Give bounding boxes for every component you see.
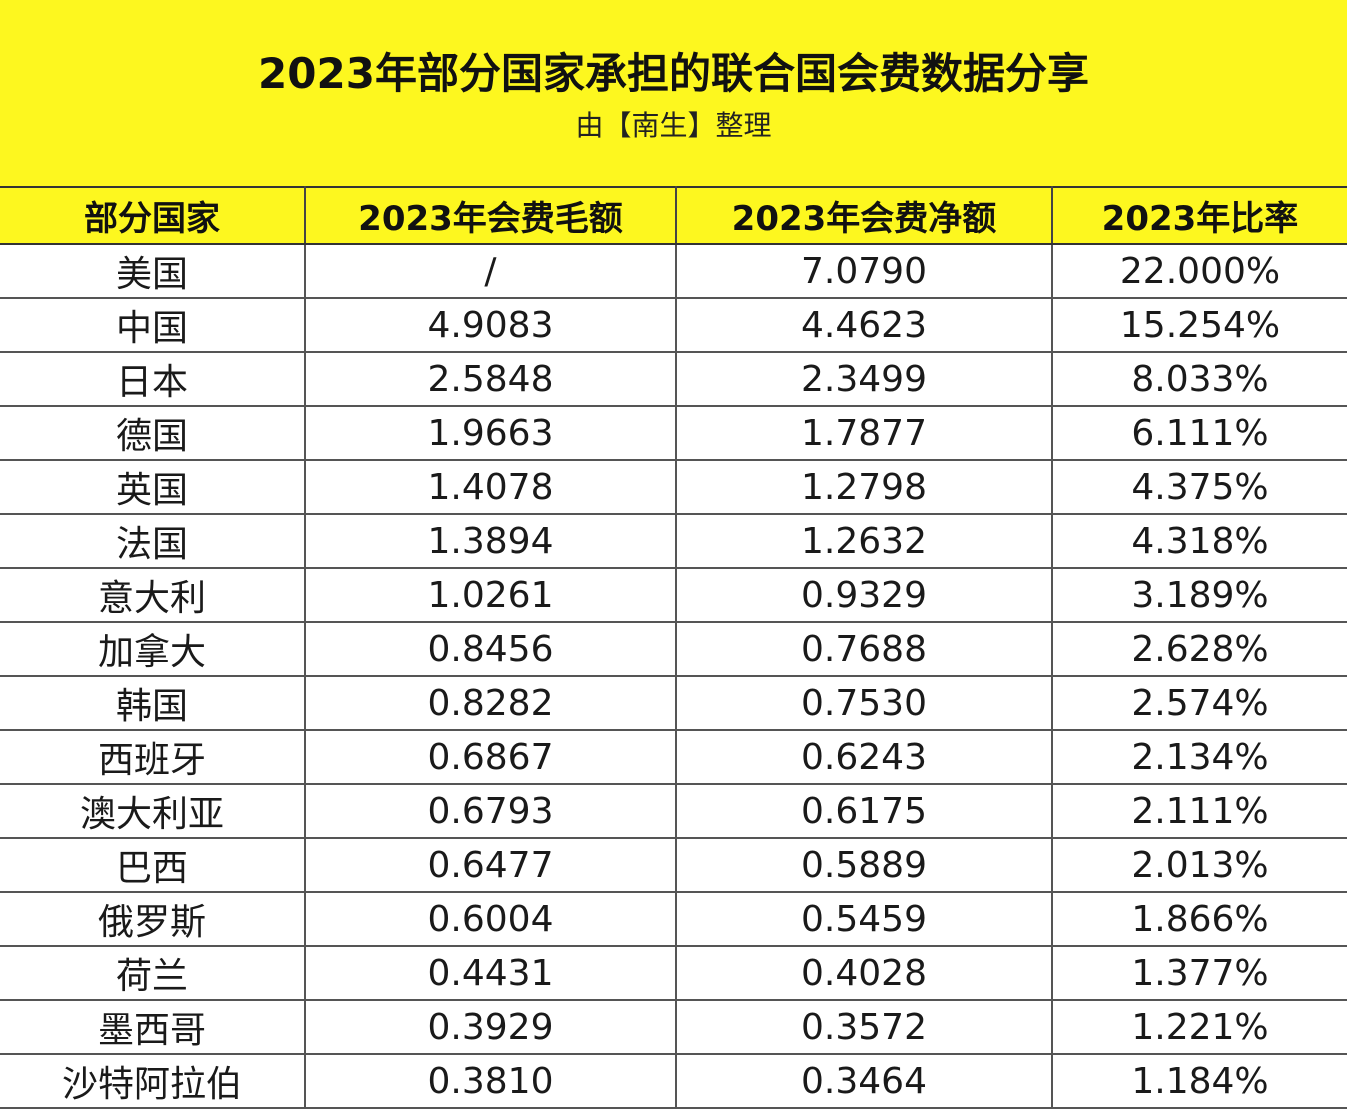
- cell-rate: 1.221%: [1052, 1000, 1347, 1055]
- cell-country: 意大利: [0, 568, 306, 623]
- table-row: 俄罗斯 0.6004 0.5459 1.866%: [0, 892, 1347, 947]
- cell-rate: 2.013%: [1052, 838, 1347, 893]
- cell-country: 墨西哥: [0, 1000, 306, 1055]
- cell-gross: 0.3810: [305, 1054, 677, 1109]
- cell-gross: /: [305, 244, 677, 299]
- table-row: 加拿大 0.8456 0.7688 2.628%: [0, 622, 1347, 677]
- cell-rate: 2.574%: [1052, 676, 1347, 731]
- table-row: 沙特阿拉伯 0.3810 0.3464 1.184%: [0, 1054, 1347, 1109]
- cell-net: 0.9329: [676, 568, 1053, 623]
- cell-rate: 2.628%: [1052, 622, 1347, 677]
- table-row: 韩国 0.8282 0.7530 2.574%: [0, 676, 1347, 731]
- cell-rate: 3.189%: [1052, 568, 1347, 623]
- cell-net: 0.5459: [676, 892, 1053, 947]
- column-header-net: 2023年会费净额: [676, 186, 1053, 245]
- cell-country: 沙特阿拉伯: [0, 1054, 306, 1109]
- cell-rate: 2.134%: [1052, 730, 1347, 785]
- cell-country: 英国: [0, 460, 306, 515]
- cell-rate: 15.254%: [1052, 298, 1347, 353]
- cell-net: 0.6175: [676, 784, 1053, 839]
- header-banner: 2023年部分国家承担的联合国会费数据分享 由【南生】整理: [0, 0, 1347, 186]
- cell-rate: 1.866%: [1052, 892, 1347, 947]
- table-row: 墨西哥 0.3929 0.3572 1.221%: [0, 1000, 1347, 1055]
- cell-net: 4.4623: [676, 298, 1053, 353]
- cell-net: 0.7688: [676, 622, 1053, 677]
- cell-gross: 1.4078: [305, 460, 677, 515]
- cell-gross: 0.3929: [305, 1000, 677, 1055]
- cell-gross: 0.6477: [305, 838, 677, 893]
- column-header-gross: 2023年会费毛额: [305, 186, 677, 245]
- cell-country: 日本: [0, 352, 306, 407]
- cell-rate: 8.033%: [1052, 352, 1347, 407]
- table-header-row: 部分国家 2023年会费毛额 2023年会费净额 2023年比率: [0, 186, 1347, 245]
- cell-net: 1.7877: [676, 406, 1053, 461]
- cell-gross: 0.6793: [305, 784, 677, 839]
- table-row: 德国 1.9663 1.7877 6.111%: [0, 406, 1347, 461]
- cell-gross: 0.8456: [305, 622, 677, 677]
- cell-net: 0.4028: [676, 946, 1053, 1001]
- cell-country: 法国: [0, 514, 306, 569]
- cell-gross: 0.8282: [305, 676, 677, 731]
- page-title: 2023年部分国家承担的联合国会费数据分享: [258, 49, 1089, 98]
- cell-gross: 4.9083: [305, 298, 677, 353]
- table-row: 巴西 0.6477 0.5889 2.013%: [0, 838, 1347, 893]
- table-row: 荷兰 0.4431 0.4028 1.377%: [0, 946, 1347, 1001]
- column-header-rate: 2023年比率: [1052, 186, 1347, 245]
- cell-country: 荷兰: [0, 946, 306, 1001]
- cell-net: 0.6243: [676, 730, 1053, 785]
- cell-gross: 0.6867: [305, 730, 677, 785]
- cell-net: 7.0790: [676, 244, 1053, 299]
- cell-net: 0.3572: [676, 1000, 1053, 1055]
- cell-gross: 1.9663: [305, 406, 677, 461]
- table-row: 西班牙 0.6867 0.6243 2.134%: [0, 730, 1347, 785]
- cell-gross: 0.4431: [305, 946, 677, 1001]
- table-row: 英国 1.4078 1.2798 4.375%: [0, 460, 1347, 515]
- cell-country: 加拿大: [0, 622, 306, 677]
- cell-country: 俄罗斯: [0, 892, 306, 947]
- cell-country: 德国: [0, 406, 306, 461]
- table-row: 中国 4.9083 4.4623 15.254%: [0, 298, 1347, 353]
- cell-net: 0.5889: [676, 838, 1053, 893]
- cell-country: 巴西: [0, 838, 306, 893]
- cell-gross: 1.3894: [305, 514, 677, 569]
- cell-net: 1.2798: [676, 460, 1053, 515]
- cell-country: 中国: [0, 298, 306, 353]
- cell-net: 0.7530: [676, 676, 1053, 731]
- table-row: 澳大利亚 0.6793 0.6175 2.111%: [0, 784, 1347, 839]
- cell-rate: 6.111%: [1052, 406, 1347, 461]
- dues-table: 部分国家 2023年会费毛额 2023年会费净额 2023年比率 美国/7.07…: [0, 186, 1347, 1109]
- cell-net: 1.2632: [676, 514, 1053, 569]
- table-row: 美国/7.0790 22.000%: [0, 244, 1347, 299]
- table-body: 美国/7.0790 22.000% 中国 4.9083 4.4623 15.254% 日本 2…: [0, 244, 1347, 1109]
- cell-gross: 0.6004: [305, 892, 677, 947]
- page-subtitle: 由【南生】整理: [575, 109, 772, 142]
- cell-rate: 1.377%: [1052, 946, 1347, 1001]
- cell-rate: 1.184%: [1052, 1054, 1347, 1109]
- cell-net: 0.3464: [676, 1054, 1053, 1109]
- cell-country: 西班牙: [0, 730, 306, 785]
- cell-country: 美国: [0, 244, 306, 299]
- cell-rate: 2.111%: [1052, 784, 1347, 839]
- table-row: 意大利 1.0261 0.9329 3.189%: [0, 568, 1347, 623]
- cell-country: 澳大利亚: [0, 784, 306, 839]
- cell-rate: 4.318%: [1052, 514, 1347, 569]
- table-row: 日本 2.5848 2.3499 8.033%: [0, 352, 1347, 407]
- cell-rate: 4.375%: [1052, 460, 1347, 515]
- cell-gross: 1.0261: [305, 568, 677, 623]
- cell-country: 韩国: [0, 676, 306, 731]
- cell-rate: 22.000%: [1052, 244, 1347, 299]
- column-header-country: 部分国家: [0, 186, 306, 245]
- cell-gross: 2.5848: [305, 352, 677, 407]
- cell-net: 2.3499: [676, 352, 1053, 407]
- table-row: 法国 1.3894 1.2632 4.318%: [0, 514, 1347, 569]
